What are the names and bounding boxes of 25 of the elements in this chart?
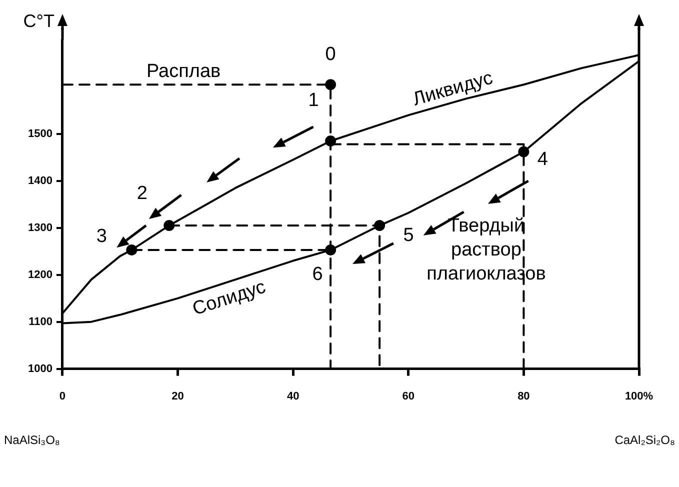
x-tick-label: 20 — [172, 390, 184, 402]
y-tick-label: 1000 — [28, 362, 52, 375]
x-tick-label: 80 — [518, 390, 530, 402]
y-tick-label: 1100 — [28, 316, 52, 328]
x-tick-label: 40 — [286, 390, 300, 402]
x-tick-label: 0 — [59, 390, 66, 402]
annotation: 2 — [136, 182, 148, 204]
y-axis-title: C°T — [23, 10, 54, 31]
x-tick-label: 60 — [402, 390, 415, 402]
annotation: 3 — [96, 226, 107, 248]
annotation: 0 — [325, 44, 336, 65]
y-tick-label: 1500 — [28, 128, 52, 140]
text: NaAlSi₃O₈ — [4, 433, 60, 448]
x-tick-label: 100% — [624, 390, 654, 402]
annotation: 4 — [537, 149, 548, 170]
text: Солидус — [190, 276, 268, 320]
y-tick-label: 1300 — [28, 222, 52, 234]
y-tick-label: 1200 — [28, 268, 52, 281]
annotation: Расплав — [146, 61, 221, 82]
text: CaAl₂Si₂O₈ — [614, 433, 676, 448]
annotation: 1 — [308, 90, 319, 112]
annotation: 6 — [312, 264, 323, 286]
annotation: 5 — [403, 224, 414, 246]
text: Ликвидус — [410, 68, 496, 110]
y-tick-label: 1400 — [28, 174, 52, 187]
